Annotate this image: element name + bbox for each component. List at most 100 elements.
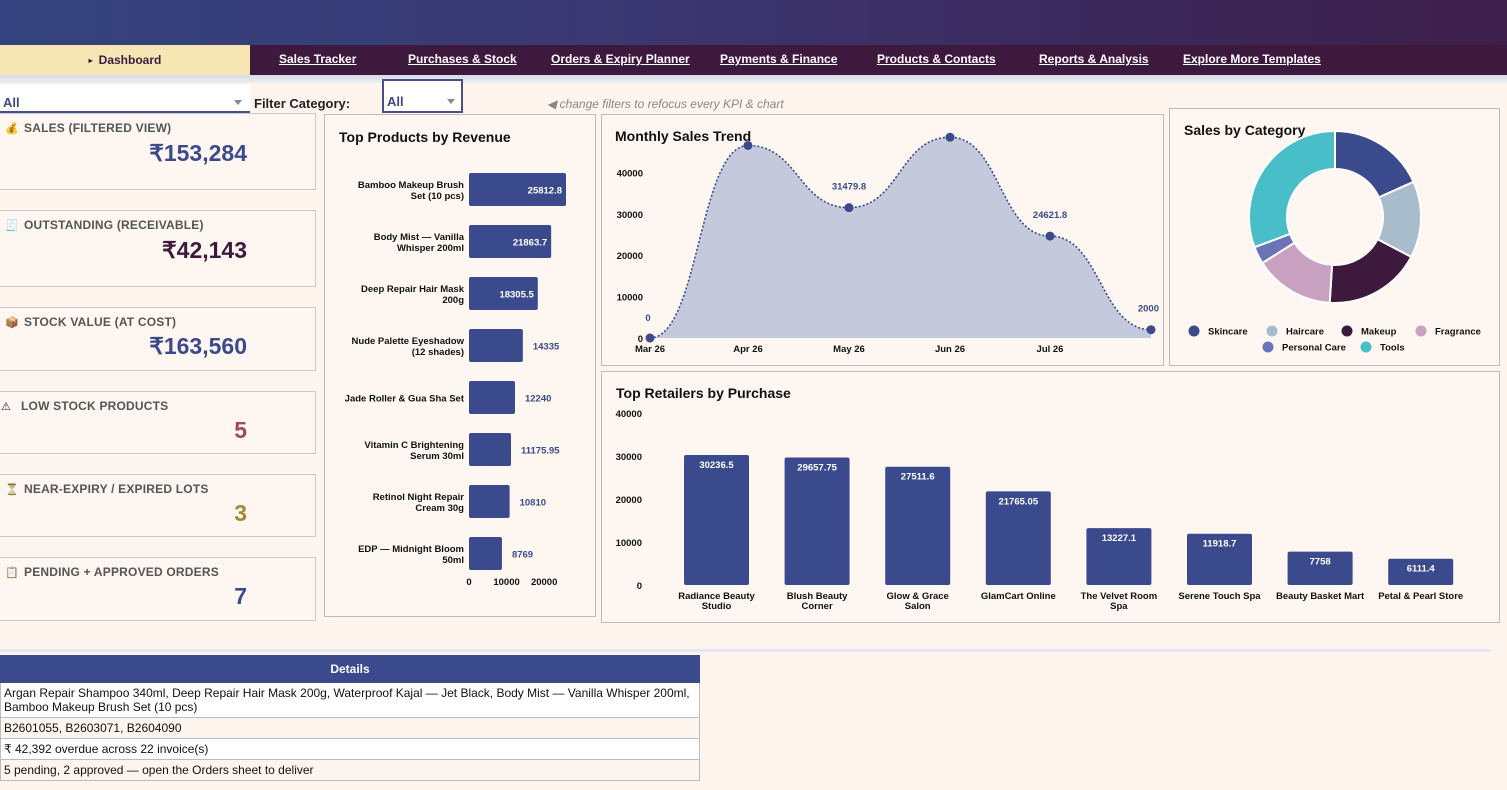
data-point (844, 203, 854, 213)
tab-products-contacts[interactable]: Products & Contacts (877, 52, 996, 66)
nav-bar (0, 45, 1507, 75)
details-row: 5 pending, 2 approved — open the Orders … (0, 760, 700, 781)
y-tick-label: 0 (637, 581, 642, 592)
bar (784, 457, 850, 585)
data-point (1146, 325, 1156, 335)
kpi-stock-value-card: 📦 STOCK VALUE (AT COST) ₹163,560 (0, 307, 316, 371)
legend-label: Skincare (1208, 327, 1248, 338)
tab-explore-templates[interactable]: Explore More Templates (1183, 52, 1321, 66)
bar (1287, 551, 1353, 585)
category-label: The Velvet Room (1081, 591, 1158, 602)
category-label: Bamboo Makeup Brush (358, 180, 464, 191)
data-label: 18305.5 (499, 290, 534, 301)
tab-sales-tracker[interactable]: Sales Tracker (279, 52, 357, 66)
details-row: B2601055, B2603071, B2604090 (0, 718, 700, 739)
category-label: Vitamin C Brightening (364, 440, 464, 451)
data-label: 21765.05 (998, 496, 1038, 507)
x-tick-label: Apr 26 (733, 344, 763, 355)
category-label: Glow & Grace (887, 591, 949, 602)
bar (684, 454, 749, 585)
top-retailers-panel: Top Retailers by Purchase 0 10000 20000 300… (601, 371, 1500, 623)
data-label: 31479.8 (832, 182, 866, 193)
period-filter-select[interactable]: All (0, 85, 250, 113)
y-tick-label: 30000 (616, 452, 642, 463)
bar (1388, 558, 1454, 585)
x-tick-label: May 26 (833, 344, 865, 355)
x-tick-label: Jun 26 (935, 344, 965, 355)
category-label: Blush Beauty (787, 591, 848, 602)
data-label: 12240 (525, 394, 551, 405)
sales-category-chart: Skincare Haircare Makeup Fragrance Personal … (1188, 129, 1481, 354)
monthly-trend-title: Monthly Sales Trend (615, 128, 752, 144)
category-filter-value: All (387, 94, 404, 109)
kpi-value: 3 (234, 500, 247, 526)
legend-label: Fragrance (1435, 327, 1481, 338)
tab-reports-analysis[interactable]: Reports & Analysis (1039, 52, 1149, 66)
tab-purchases-stock[interactable]: Purchases & Stock (408, 52, 517, 66)
bar (1086, 528, 1152, 585)
box-icon: 📦 (5, 317, 19, 329)
legend-marker (1262, 341, 1274, 353)
legend-marker (1360, 341, 1372, 353)
category-label: GlamCart Online (981, 591, 1056, 602)
legend-label: Tools (1380, 343, 1405, 354)
bar (1187, 533, 1252, 585)
category-label: Set (10 pcs) (411, 191, 464, 202)
kpi-label: PENDING + APPROVED ORDERS (24, 565, 219, 579)
data-label: 7758 (1310, 557, 1331, 568)
kpi-label: LOW STOCK PRODUCTS (21, 399, 169, 413)
kpi-label: SALES (FILTERED VIEW) (24, 121, 172, 135)
top-retailers-title: Top Retailers by Purchase (616, 385, 791, 401)
tab-orders-expiry[interactable]: Orders & Expiry Planner (551, 52, 690, 66)
data-label: 25812.8 (528, 186, 562, 197)
category-label: EDP — Midnight Bloom (358, 544, 464, 555)
tab-dashboard[interactable]: ▸ Dashboard (0, 45, 250, 75)
details-header: Details (0, 655, 700, 683)
data-point (645, 333, 655, 343)
data-label: 29657.75 (797, 462, 837, 473)
legend-label: Personal Care (1282, 343, 1346, 354)
data-label: 21863.7 (513, 238, 547, 249)
category-label: Serene Touch Spa (1178, 591, 1261, 602)
y-tick-label: 0 (638, 334, 643, 345)
data-point (1045, 231, 1055, 241)
kpi-value: ₹153,284 (149, 140, 247, 166)
data-point (743, 140, 753, 150)
area-fill (650, 137, 1151, 338)
category-label: Beauty Basket Mart (1276, 591, 1365, 602)
x-tick-label: Jul 26 (1037, 344, 1064, 355)
y-tick-label: 10000 (616, 538, 642, 549)
category-label: Whisper 200ml (397, 243, 464, 254)
data-label: 11918.7 (1203, 539, 1237, 550)
data-label: 8769 (512, 550, 533, 561)
data-label: 6111.4 (1407, 564, 1436, 575)
money-bag-icon: 💰 (5, 123, 19, 135)
bar (469, 537, 502, 570)
y-tick-label: 40000 (616, 409, 642, 420)
legend-marker (1266, 325, 1278, 337)
sales-category-panel: Sales by Category Skincare Haircare Makeup… (1169, 108, 1500, 366)
nav-divider (0, 75, 1507, 83)
y-tick-label: 40000 (617, 168, 643, 179)
bar (469, 485, 510, 518)
chevron-down-icon (234, 100, 242, 105)
data-label: 13227.1 (1102, 533, 1137, 544)
kpi-label: NEAR-EXPIRY / EXPIRED LOTS (24, 482, 209, 496)
data-label: 10810 (520, 498, 546, 509)
bar (469, 225, 552, 258)
category-label: Serum 30ml (410, 451, 464, 462)
category-label: 200g (442, 295, 464, 306)
category-label: Radiance Beauty (678, 591, 755, 602)
tab-payments-finance[interactable]: Payments & Finance (720, 52, 838, 66)
data-label: 30236.5 (699, 460, 734, 471)
legend-marker (1341, 325, 1353, 337)
kpi-outstanding-card: 🧾 OUTSTANDING (RECEIVABLE) ₹42,143 (0, 210, 316, 287)
details-row: Argan Repair Shampoo 340ml, Deep Repair … (0, 683, 700, 718)
details-row: ₹ 42,392 overdue across 22 invoice(s) (0, 739, 700, 760)
section-divider (0, 649, 1490, 652)
receipt-icon: 🧾 (5, 220, 19, 232)
category-filter-select[interactable]: All (382, 79, 463, 113)
filter-hint: ◀ change filters to refocus every KPI & … (547, 97, 784, 111)
